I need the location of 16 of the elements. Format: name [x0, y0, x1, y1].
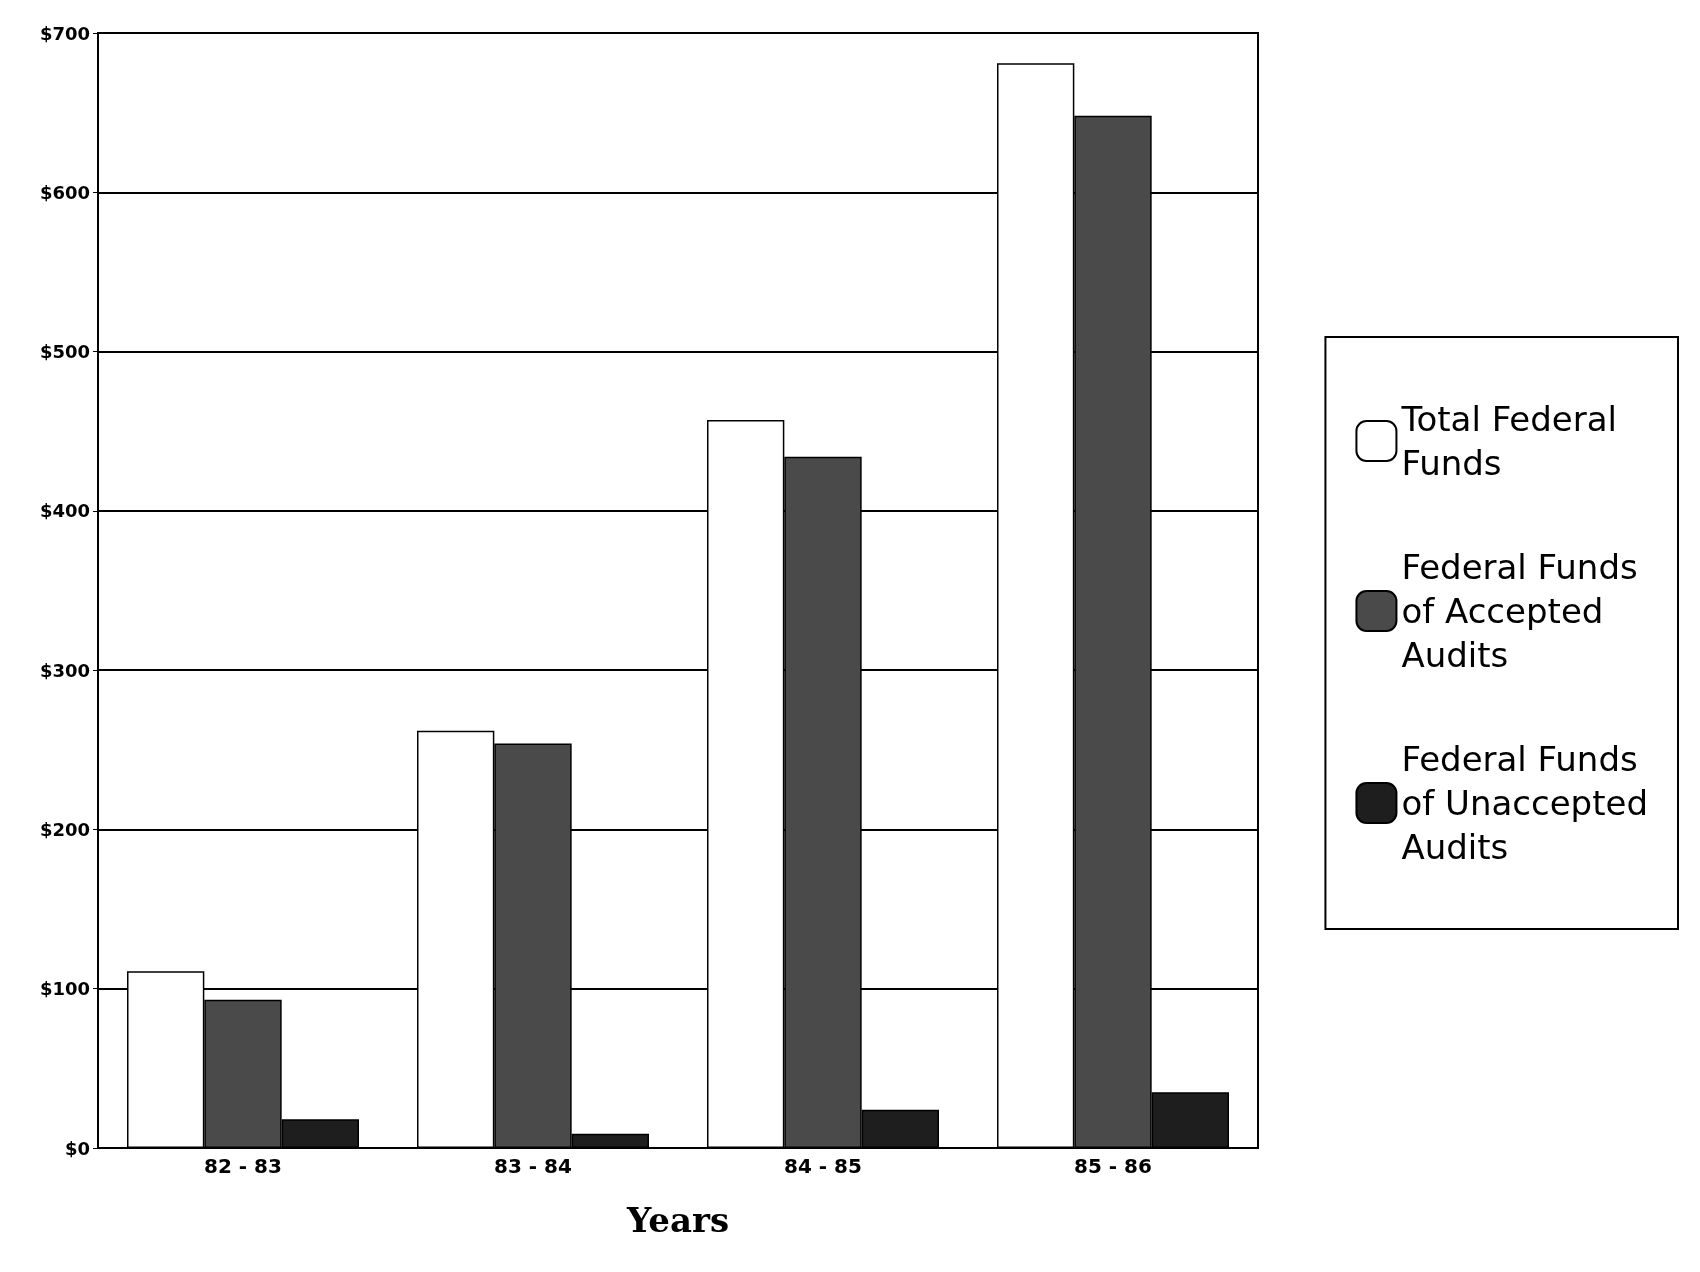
x-tick-label: 84 - 85 — [784, 1154, 862, 1178]
y-tick-label: $400 — [39, 500, 90, 522]
y-tick-label: $300 — [39, 659, 90, 681]
y-tick-label: $600 — [39, 181, 90, 203]
x-axis-title: Years — [625, 1200, 730, 1240]
legend-label: Federal Funds of Unaccepted Audits — [1401, 739, 1649, 867]
x-tick-label: 83 - 84 — [494, 1154, 572, 1178]
x-tick-label: 85 - 86 — [1074, 1154, 1152, 1178]
y-tick-label: $100 — [39, 978, 90, 1000]
legend-label: Total Federal Funds — [1400, 399, 1618, 483]
legend-label: Federal Funds of Accepted Audits — [1401, 547, 1638, 675]
y-tick-label: $200 — [39, 818, 90, 840]
y-tick-label: $700 — [39, 22, 90, 44]
x-tick-label: 82 - 83 — [204, 1154, 282, 1178]
y-tick-label: $0 — [64, 1137, 90, 1159]
y-tick-label: $500 — [39, 341, 90, 363]
